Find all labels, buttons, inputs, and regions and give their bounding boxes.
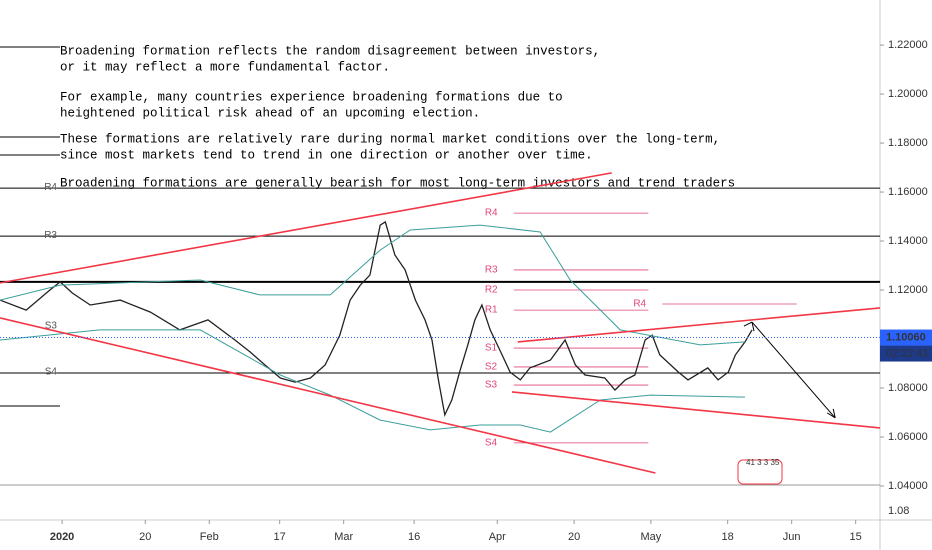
arrow-head	[743, 321, 755, 332]
x-tick-label: 2020	[50, 531, 74, 543]
trend-line	[517, 307, 881, 343]
x-tick-label: 15	[850, 531, 862, 543]
annotation: Broadening formations are generally bear…	[60, 176, 735, 190]
y-tick-label: 1.20000	[888, 88, 928, 100]
pivot-label: R1	[485, 305, 498, 316]
x-tick-label: 20	[568, 531, 580, 543]
x-tick-label: 18	[722, 531, 734, 543]
y-tick-label: 1.16000	[888, 186, 928, 198]
y-tick-label: 1.08000	[888, 382, 928, 394]
badge-text: 41 3 3 35	[746, 458, 780, 467]
pivot-label: S4	[485, 438, 498, 449]
annotation: or it may reflect a more fundamental fac…	[60, 60, 390, 74]
pivot-label: R3	[485, 265, 498, 276]
y-tick-label: 1.22000	[888, 39, 928, 51]
x-tick-label: 20	[139, 531, 151, 543]
annotation: Broadening formation reflects the random…	[60, 44, 600, 58]
arrow	[751, 321, 836, 419]
x-tick-label: 17	[274, 531, 286, 543]
arrow-head	[826, 408, 836, 419]
y-tick-label: 1.14000	[888, 235, 928, 247]
level-label: R3	[44, 230, 57, 241]
pivot-label: S3	[485, 380, 498, 391]
annotation: heightened political risk ahead of an up…	[60, 106, 480, 120]
y-tick-label: 1.04000	[888, 480, 928, 492]
lower-pane-tick: 1.08	[888, 505, 909, 517]
countdown-box	[880, 345, 932, 362]
y-tick-label: 1.06000	[888, 431, 928, 443]
pivot-label: R4	[485, 208, 498, 219]
pivot-label: R4	[633, 299, 646, 310]
x-tick-label: Mar	[334, 531, 353, 543]
pivot-label: S2	[485, 362, 498, 373]
trend-line	[0, 317, 656, 474]
level-label: S3	[45, 321, 58, 332]
annotation: For example, many countries experience b…	[60, 90, 563, 104]
countdown-label: 02:22:41	[886, 347, 929, 359]
last-price-box	[880, 329, 932, 346]
pivot-label: R2	[485, 285, 498, 296]
x-tick-label: Apr	[489, 531, 506, 543]
band-line	[0, 224, 746, 346]
x-tick-label: May	[640, 531, 661, 543]
x-tick-label: Jun	[783, 531, 801, 543]
last-price-label: 1.10060	[886, 331, 926, 343]
x-tick-label: 16	[408, 531, 420, 543]
y-tick-label: 1.18000	[888, 137, 928, 149]
pivot-label: S1	[485, 343, 498, 354]
level-label: R4	[44, 182, 57, 193]
annotation: These formations are relatively rare dur…	[60, 132, 720, 146]
x-tick-label: Feb	[200, 531, 219, 543]
price-line	[0, 220, 753, 418]
badge-icon	[737, 459, 783, 485]
y-tick-label: 1.12000	[888, 284, 928, 296]
trend-line	[511, 391, 881, 429]
level-label: S4	[45, 367, 58, 378]
annotation: since most markets tend to trend in one …	[60, 148, 593, 162]
trend-line	[0, 172, 612, 284]
